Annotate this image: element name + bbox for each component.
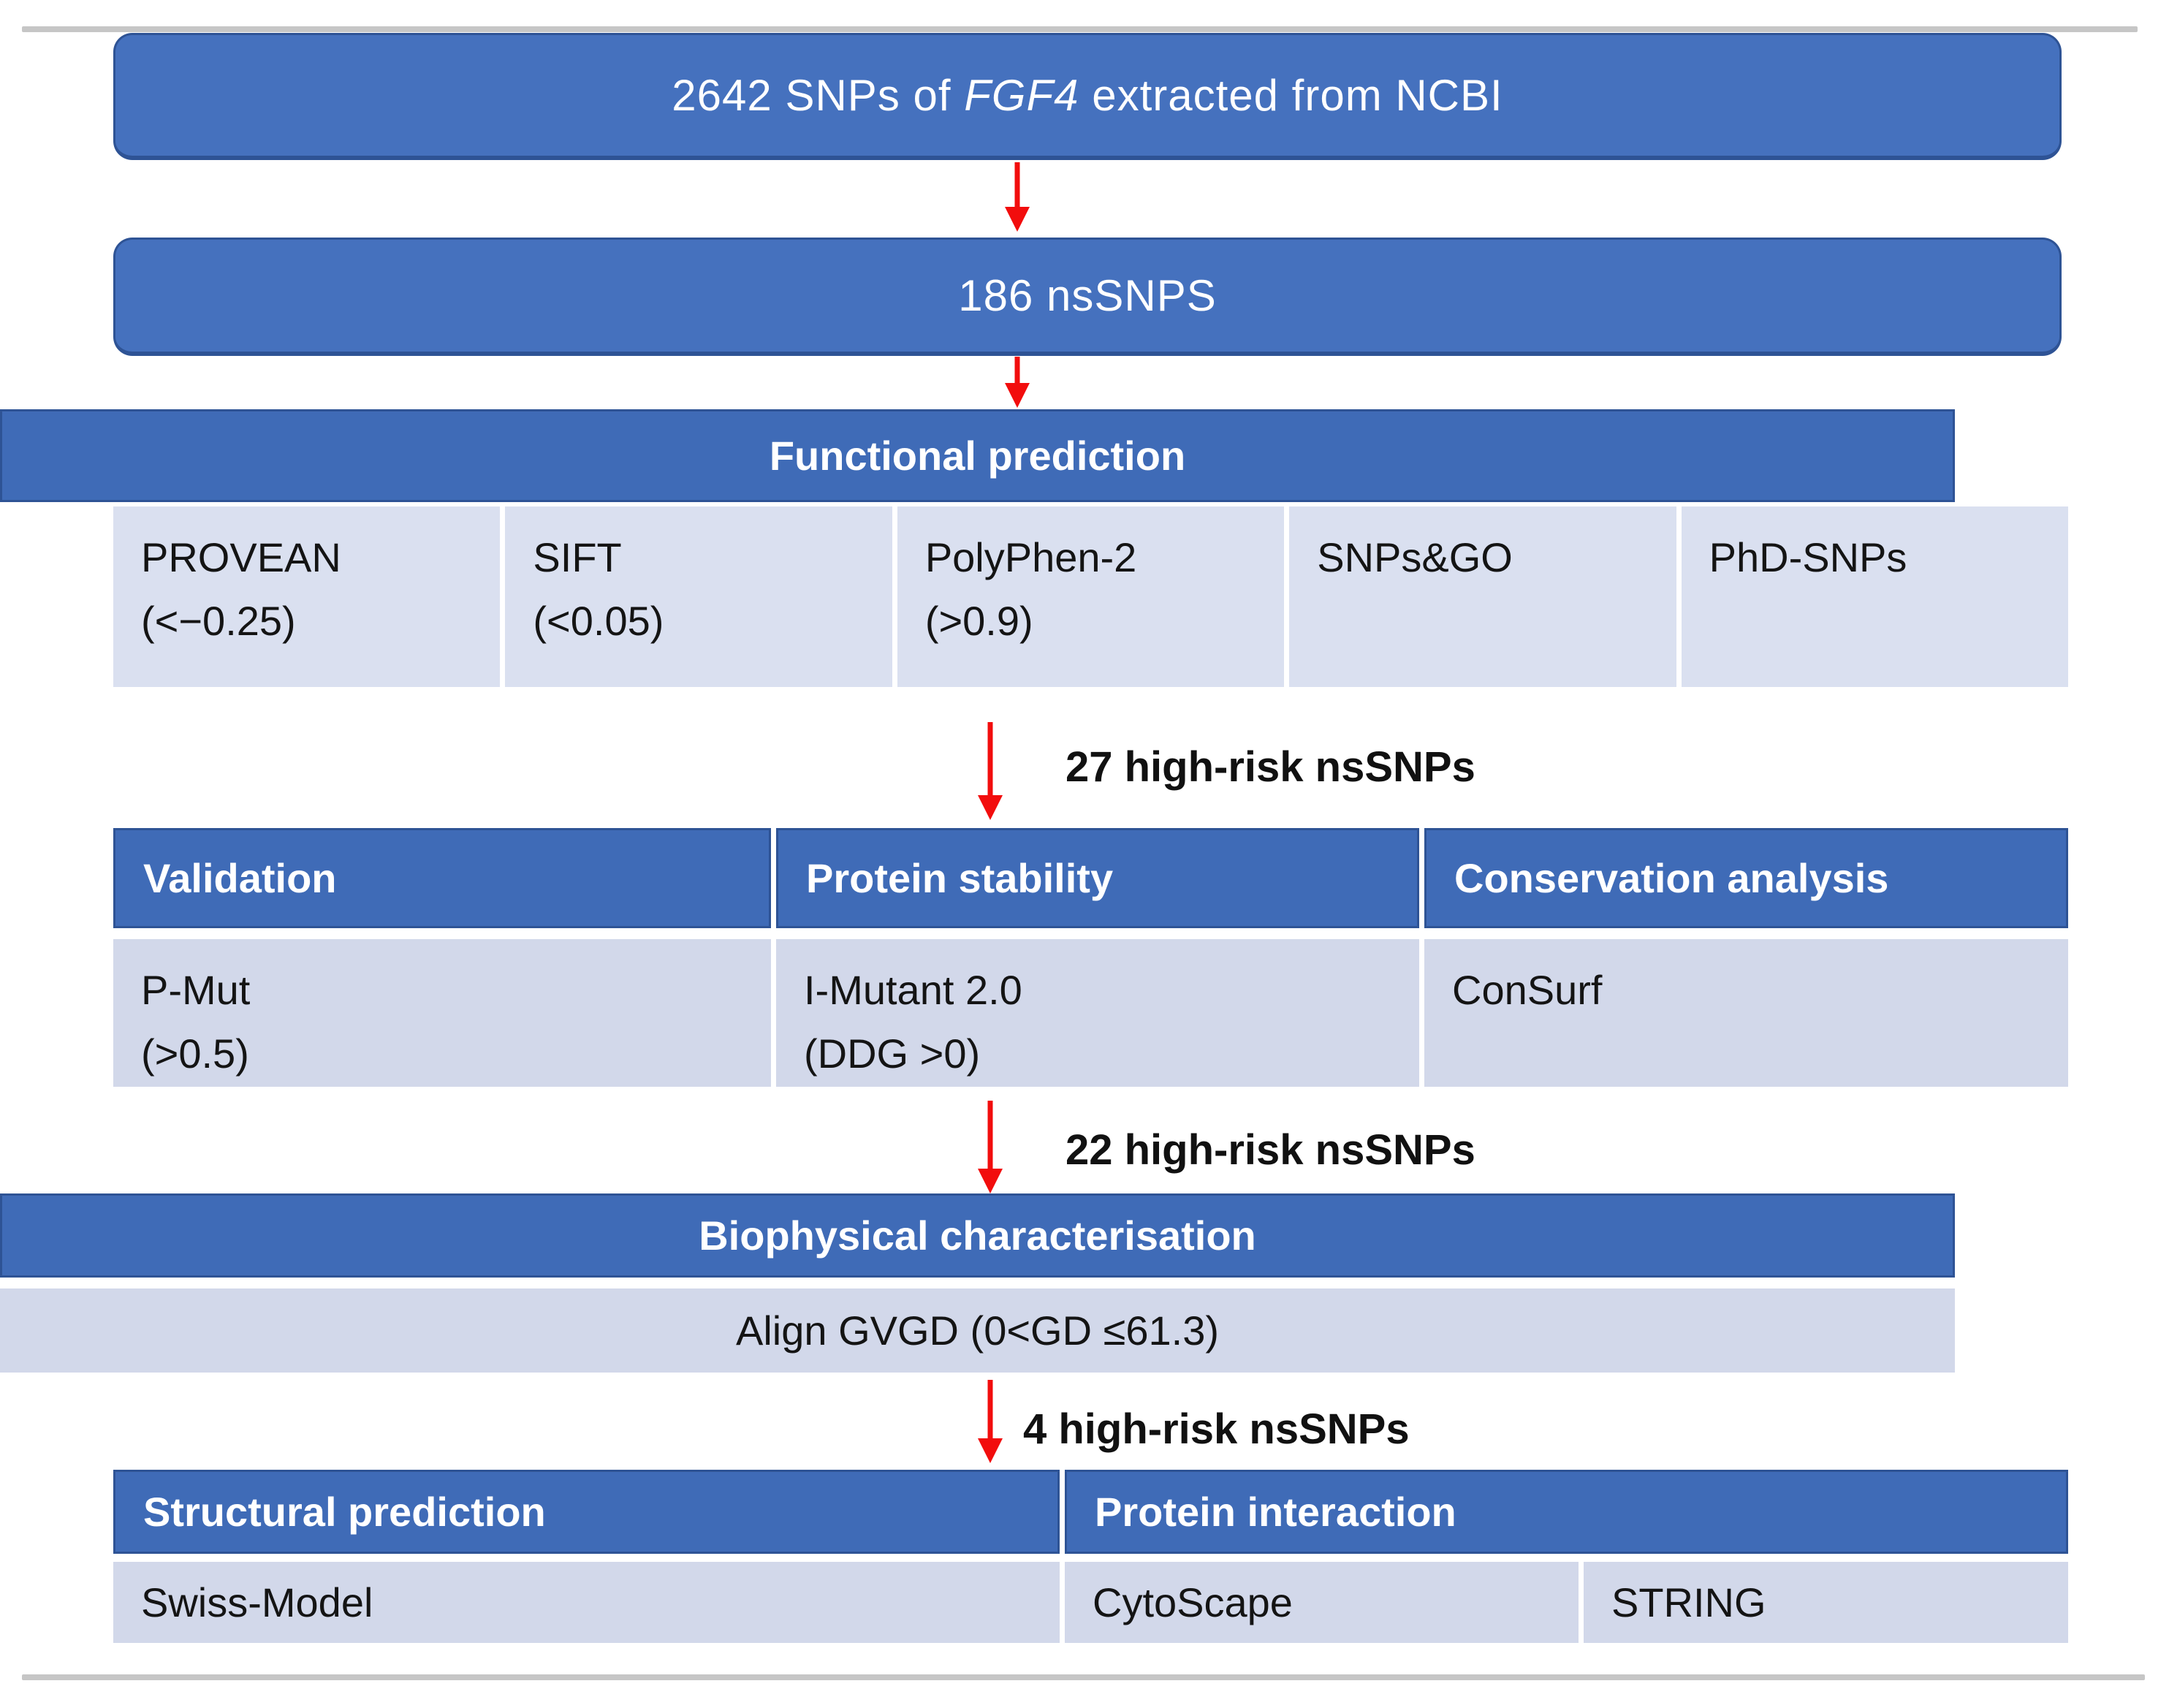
tool-name: SIFT: [533, 534, 622, 580]
structural-prediction-header: Structural prediction: [113, 1470, 1060, 1554]
arrow-head-icon: [978, 1438, 1003, 1463]
bottom-divider-line: [22, 1674, 2145, 1680]
tool-name: PROVEAN: [141, 534, 341, 580]
arrow-head-icon: [1005, 383, 1030, 408]
tool-cell-polyphen2: PolyPhen-2 (>0.9): [897, 506, 1285, 687]
arrow-head-icon: [1005, 207, 1030, 232]
tool-threshold: (DDG >0): [804, 1031, 981, 1077]
tool-cell-snpsgo: SNPs&GO: [1289, 506, 1676, 687]
tool-cell-string: STRING: [1584, 1562, 2068, 1643]
functional-prediction-header: Functional prediction: [0, 409, 1955, 502]
tool-cell-sift: SIFT (<0.05): [505, 506, 892, 687]
validation-header-row: Validation Protein stability Conservatio…: [113, 828, 2068, 928]
tool-cell-pmut: P-Mut (>0.5): [113, 939, 771, 1087]
node-nssnps: 186 nsSNPS: [113, 238, 2062, 356]
top-divider-line: [22, 26, 2138, 32]
tool-threshold: (<0.05): [533, 598, 664, 644]
tool-cell-imutant: I-Mutant 2.0 (DDG >0): [776, 939, 1419, 1087]
conservation-analysis-header: Conservation analysis: [1424, 828, 2068, 928]
tool-name: I-Mutant 2.0: [804, 967, 1022, 1013]
tool-cell-provean: PROVEAN (<−0.25): [113, 506, 501, 687]
tool-cell-consurf: ConSurf: [1424, 939, 2068, 1087]
arrow-shaft: [1014, 162, 1020, 208]
tool-name: PhD-SNPs: [1709, 534, 1907, 580]
node-snps-extracted: 2642 SNPs of FGF4 extracted from NCBI: [113, 33, 2062, 160]
gene-name-italic: FGF4: [964, 71, 1079, 120]
arrow-shaft: [987, 1380, 993, 1440]
tool-name: SNPs&GO: [1317, 534, 1513, 580]
validation-header: Validation: [113, 828, 771, 928]
arrow-shaft: [1014, 357, 1020, 384]
structural-header-row: Structural prediction Protein interactio…: [113, 1470, 2068, 1554]
structural-body-row: Swiss-Model CytoScape STRING: [113, 1562, 2068, 1643]
validation-body-row: P-Mut (>0.5) I-Mutant 2.0 (DDG >0) ConSu…: [113, 939, 2068, 1087]
arrow-shaft: [987, 1101, 993, 1170]
tool-name: PolyPhen-2: [924, 534, 1137, 580]
arrow-label-27-high-risk: 27 high-risk nsSNPs: [1065, 743, 1475, 791]
tool-name: ConSurf: [1452, 967, 1603, 1013]
node-nssnps-text: 186 nsSNPS: [958, 271, 1217, 320]
arrow-head-icon: [978, 1169, 1003, 1193]
arrow-head-icon: [978, 795, 1003, 820]
arrow-shaft: [987, 722, 993, 797]
arrow-label-4-high-risk: 4 high-risk nsSNPs: [1023, 1405, 1410, 1453]
tool-cell-phdsnps: PhD-SNPs: [1681, 506, 2069, 687]
protein-interaction-header: Protein interaction: [1065, 1470, 2068, 1554]
tool-cell-cytoscape: CytoScape: [1065, 1562, 1579, 1643]
biophysical-header: Biophysical characterisation: [0, 1193, 1955, 1278]
tool-threshold: (<−0.25): [141, 598, 296, 644]
tool-cell-align-gvgd: Align GVGD (0<GD ≤61.3): [0, 1288, 1955, 1373]
tool-threshold: (>0.9): [924, 598, 1033, 644]
functional-prediction-row: PROVEAN (<−0.25) SIFT (<0.05) PolyPhen-2…: [113, 506, 2069, 687]
arrow-label-22-high-risk: 22 high-risk nsSNPs: [1065, 1126, 1475, 1174]
tool-name: P-Mut: [141, 967, 251, 1013]
node-snps-extracted-text: 2642 SNPs of FGF4 extracted from NCBI: [672, 71, 1503, 120]
tool-cell-swissmodel: Swiss-Model: [113, 1562, 1060, 1643]
protein-stability-header: Protein stability: [776, 828, 1419, 928]
tool-threshold: (>0.5): [141, 1031, 249, 1077]
